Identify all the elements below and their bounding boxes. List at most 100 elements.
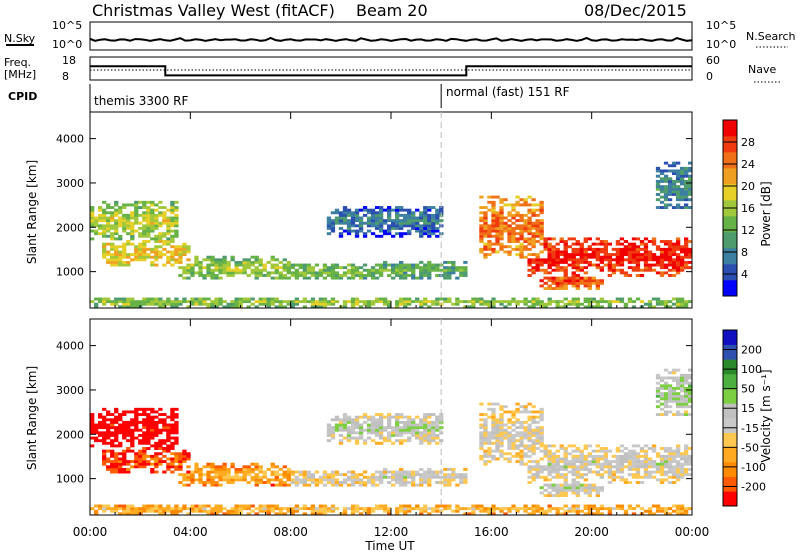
heatmap-cell	[318, 509, 324, 513]
heatmap-cell	[419, 420, 424, 424]
heatmap-cell	[102, 407, 107, 411]
heatmap-cell	[427, 433, 432, 437]
heatmap-cell	[611, 470, 617, 474]
heatmap-cell	[539, 211, 544, 215]
heatmap-cell	[675, 465, 681, 469]
heatmap-cell	[583, 486, 588, 490]
heatmap-cell	[403, 274, 408, 277]
heatmap-cell	[318, 478, 324, 482]
colorbar-swatch	[723, 432, 737, 448]
heatmap-cell	[587, 512, 592, 516]
heatmap-cell	[535, 203, 540, 207]
heatmap-cell	[154, 428, 159, 432]
heatmap-cell	[174, 423, 179, 427]
heatmap-cell	[659, 177, 665, 181]
heatmap-cell	[587, 297, 592, 301]
heatmap-cell	[230, 481, 235, 484]
heatmap-cell	[611, 507, 617, 511]
heatmap-cell	[130, 410, 135, 414]
heatmap-cell	[531, 460, 536, 464]
heatmap-cell	[671, 302, 677, 306]
heatmap-cell	[146, 253, 151, 257]
heatmap-cell	[679, 305, 685, 309]
heatmap-cell	[419, 276, 424, 280]
heatmap-cell	[106, 449, 111, 453]
heatmap-cell	[411, 426, 416, 430]
heatmap-cell	[134, 460, 139, 464]
heatmap-cell	[451, 473, 456, 477]
heatmap-cell	[210, 475, 215, 479]
heatmap-cell	[495, 420, 500, 424]
heatmap-cell	[687, 179, 693, 183]
heatmap-cell	[350, 509, 356, 513]
heatmap-cell	[122, 242, 127, 246]
heatmap-cell	[158, 460, 163, 464]
heatmap-cell	[443, 473, 448, 477]
heatmap-cell	[495, 436, 500, 440]
nsky-trace	[89, 36, 693, 42]
heatmap-cell	[374, 423, 380, 427]
heatmap-cell	[270, 509, 275, 513]
heatmap-cell	[150, 229, 155, 233]
heatmap-cell	[250, 255, 255, 259]
heatmap-cell	[635, 268, 641, 272]
colorbar-swatch	[723, 418, 737, 433]
heatmap-cell	[403, 213, 408, 217]
heatmap-cell	[687, 405, 693, 409]
heatmap-cell	[382, 475, 388, 479]
heatmap-cell	[342, 428, 348, 432]
heatmap-cell	[190, 274, 195, 277]
heatmap-cell	[126, 242, 131, 246]
heatmap-cell	[495, 219, 500, 223]
heatmap-cell	[407, 418, 412, 422]
heatmap-cell	[142, 447, 147, 450]
heatmap-cell	[415, 224, 420, 228]
heatmap-cell	[370, 507, 376, 511]
heatmap-cell	[659, 473, 665, 477]
heatmap-cell	[567, 263, 572, 267]
heatmap-cell	[527, 444, 532, 448]
heatmap-cell	[354, 300, 360, 304]
heatmap-cell	[595, 258, 600, 262]
heatmap-cell	[362, 232, 368, 236]
heatmap-cell	[142, 454, 147, 458]
heatmap-cell	[459, 274, 464, 277]
heatmap-cell	[491, 431, 496, 435]
heatmap-cell	[423, 418, 428, 422]
heatmap-cell	[563, 467, 568, 471]
heatmap-cell	[366, 208, 372, 212]
heatmap-cell	[94, 305, 99, 309]
heatmap-cell	[659, 200, 665, 204]
heatmap-cell	[102, 213, 107, 217]
heatmap-cell	[667, 300, 673, 304]
heatmap-cell	[539, 457, 544, 461]
heatmap-cell	[547, 449, 552, 453]
heatmap-cell	[423, 297, 428, 301]
heatmap-cell	[350, 266, 356, 270]
heatmap-cell	[559, 494, 564, 497]
heatmap-cell	[278, 478, 283, 482]
heatmap-cell	[170, 208, 175, 212]
heatmap-cell	[415, 276, 420, 280]
heatmap-cell	[423, 302, 428, 306]
heatmap-cell	[663, 206, 669, 209]
heatmap-cell	[651, 255, 657, 259]
heatmap-cell	[679, 512, 685, 516]
heatmap-cell	[370, 211, 376, 215]
heatmap-cell	[515, 460, 520, 464]
heatmap-cell	[483, 224, 488, 228]
heatmap-cell	[655, 507, 661, 511]
heatmap-cell	[611, 253, 617, 257]
heatmap-cell	[563, 258, 568, 262]
heatmap-cell	[218, 478, 223, 482]
heatmap-cell	[210, 478, 215, 482]
heatmap-cell	[158, 420, 163, 424]
heatmap-cell	[587, 260, 592, 264]
heatmap-cell	[499, 198, 504, 202]
heatmap-cell	[523, 447, 528, 450]
heatmap-cell	[358, 428, 364, 432]
heatmap-cell	[575, 253, 580, 257]
heatmap-cell	[459, 481, 464, 484]
heatmap-cell	[234, 302, 239, 306]
heatmap-cell	[230, 274, 235, 277]
